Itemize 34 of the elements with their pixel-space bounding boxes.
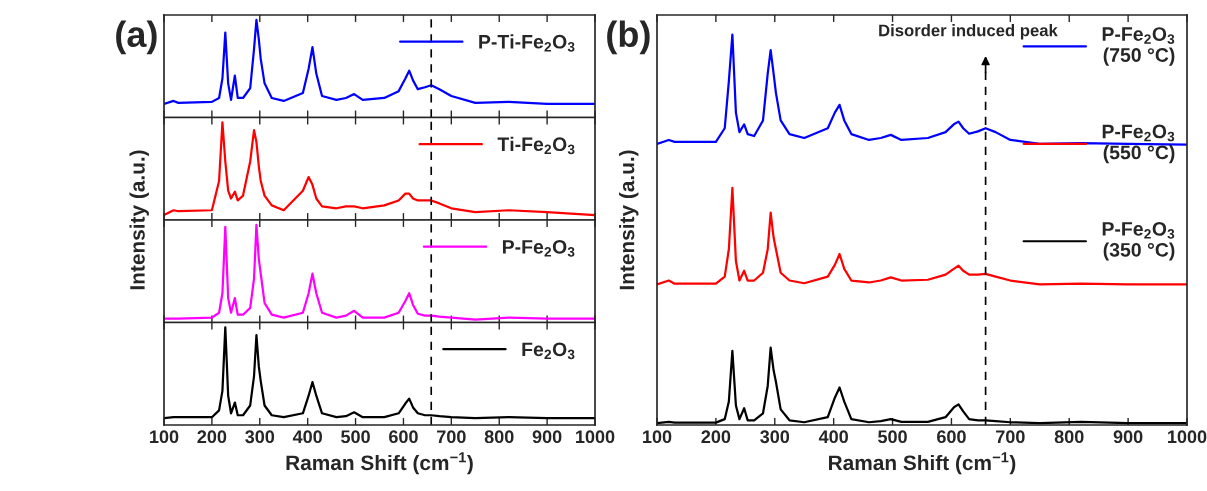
legend-label: P-Fe$_{2}$O$_{3}$ [502, 239, 575, 257]
x-tick-label: 500 [341, 430, 370, 444]
x-axis-title: Raman Shift (cm$^{−1}$) [829, 452, 1016, 475]
x-tick-label: 200 [701, 430, 731, 444]
x-tick-label: 1000 [1168, 430, 1207, 444]
x-tick-label: 900 [532, 430, 562, 444]
x-tick-label: 600 [389, 430, 418, 444]
legend-label: P-Fe$_{2}$O$_{3}$ (550 °C) [1102, 124, 1175, 164]
x-tick-label: 1000 [576, 430, 615, 444]
x-tick-label: 800 [1054, 430, 1084, 444]
x-tick-label: 600 [937, 430, 966, 444]
x-tick-label: 700 [996, 430, 1025, 444]
x-tick-label: 200 [197, 430, 227, 444]
x-tick-label: 500 [878, 430, 907, 444]
x-tick-label: 300 [245, 430, 275, 444]
x-tick-label: 100 [150, 430, 179, 444]
y-axis-title: Intensity (a.u.) [129, 150, 149, 290]
x-axis-title: Raman Shift (cm$^{−1}$) [286, 452, 473, 475]
y-axis-title: Intensity (a.u.) [619, 150, 639, 290]
x-tick-label: 400 [292, 430, 322, 444]
legend-label: Ti-Fe$_{2}$O$_{3}$ [497, 136, 575, 155]
x-tick-label: 800 [484, 430, 514, 444]
legend-label: P-Ti-Fe$_{2}$O$_{3}$ [479, 34, 575, 52]
legend-label: P-Fe$_{2}$O$_{3}$ (750 °C) [1102, 27, 1175, 66]
x-tick-label: 700 [437, 430, 466, 444]
text: (a) [116, 20, 157, 55]
x-tick-label: 400 [818, 430, 848, 444]
x-tick-label: 100 [643, 430, 672, 444]
legend-label: Fe$_{2}$O$_{3}$ [522, 342, 575, 360]
legend-label: P-Fe$_{2}$O$_{3}$ (350 °C) [1102, 221, 1175, 261]
x-tick-label: 900 [1113, 430, 1143, 444]
x-tick-label: 300 [760, 430, 790, 444]
ref-line-label: Disorder induced peak [879, 24, 1058, 40]
text: (b) [607, 20, 650, 55]
